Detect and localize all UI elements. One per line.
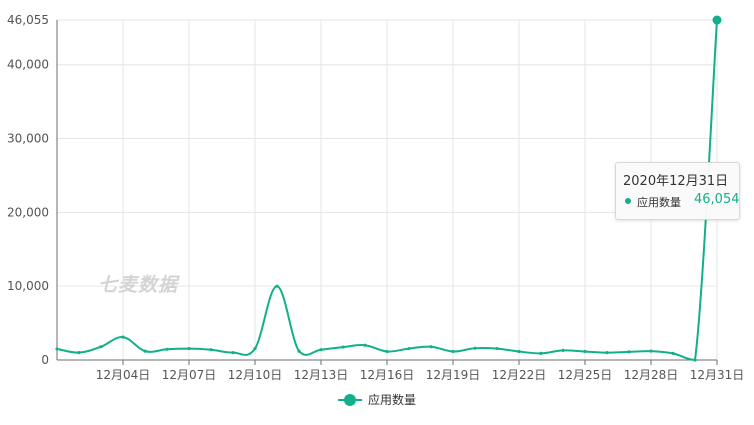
- legend-dot-icon: [344, 394, 356, 406]
- tooltip-value: 46,054: [694, 192, 740, 207]
- y-tick-label: 46,055: [7, 13, 49, 27]
- watermark: 七麦数据: [98, 274, 179, 296]
- data-point: [121, 335, 125, 339]
- data-point: [77, 351, 81, 355]
- y-tick-label: 20,000: [7, 205, 49, 219]
- data-point: [539, 351, 543, 355]
- x-tick-label: 12月28日: [624, 368, 679, 382]
- x-tick-label: 12月04日: [96, 368, 151, 382]
- data-point: [319, 348, 323, 352]
- x-tick-label: 12月07日: [162, 368, 217, 382]
- x-tick-label: 12月13日: [294, 368, 349, 382]
- y-tick-label: 0: [41, 353, 49, 367]
- tooltip: 2020年12月31日 应用数量 46,054: [615, 162, 740, 220]
- tooltip-title: 2020年12月31日: [623, 174, 729, 189]
- y-tick-label: 10,000: [7, 279, 49, 293]
- data-point: [253, 346, 257, 351]
- data-point: [231, 351, 235, 355]
- data-point: [693, 358, 697, 362]
- tooltip-series-dot-icon: [625, 198, 631, 204]
- data-point: [363, 343, 367, 347]
- data-point: [649, 349, 653, 353]
- data-point: [429, 345, 433, 349]
- data-point: [671, 351, 675, 355]
- legend-label: 应用数量: [368, 393, 417, 407]
- x-tick-label: 12月25日: [558, 368, 613, 382]
- data-point: [297, 349, 301, 353]
- data-point: [165, 347, 169, 351]
- data-point: [451, 349, 455, 354]
- data-point: [55, 347, 59, 351]
- data-point: [385, 349, 389, 354]
- data-point: [99, 345, 103, 349]
- data-point: [473, 346, 477, 350]
- x-tick-label: 12月31日: [690, 368, 745, 382]
- y-tick-label: 40,000: [7, 58, 49, 72]
- data-point: [341, 345, 345, 349]
- data-point: [517, 349, 521, 354]
- x-tick-label: 12月16日: [360, 368, 415, 382]
- data-point: [209, 348, 213, 352]
- y-tick-label: 30,000: [7, 132, 49, 146]
- data-point: [407, 346, 411, 351]
- x-tick-label: 12月10日: [228, 368, 283, 382]
- data-point: [605, 351, 609, 355]
- data-point-highlight: [712, 15, 722, 25]
- tooltip-series-name: 应用数量: [637, 196, 681, 209]
- data-point: [561, 348, 565, 353]
- data-point: [583, 349, 587, 354]
- x-tick-label: 12月19日: [426, 368, 481, 382]
- x-tick-label: 12月22日: [492, 368, 547, 382]
- data-point: [143, 349, 147, 353]
- data-point: [275, 284, 279, 288]
- data-point: [495, 346, 499, 351]
- data-point: [187, 346, 191, 351]
- data-point: [627, 350, 631, 354]
